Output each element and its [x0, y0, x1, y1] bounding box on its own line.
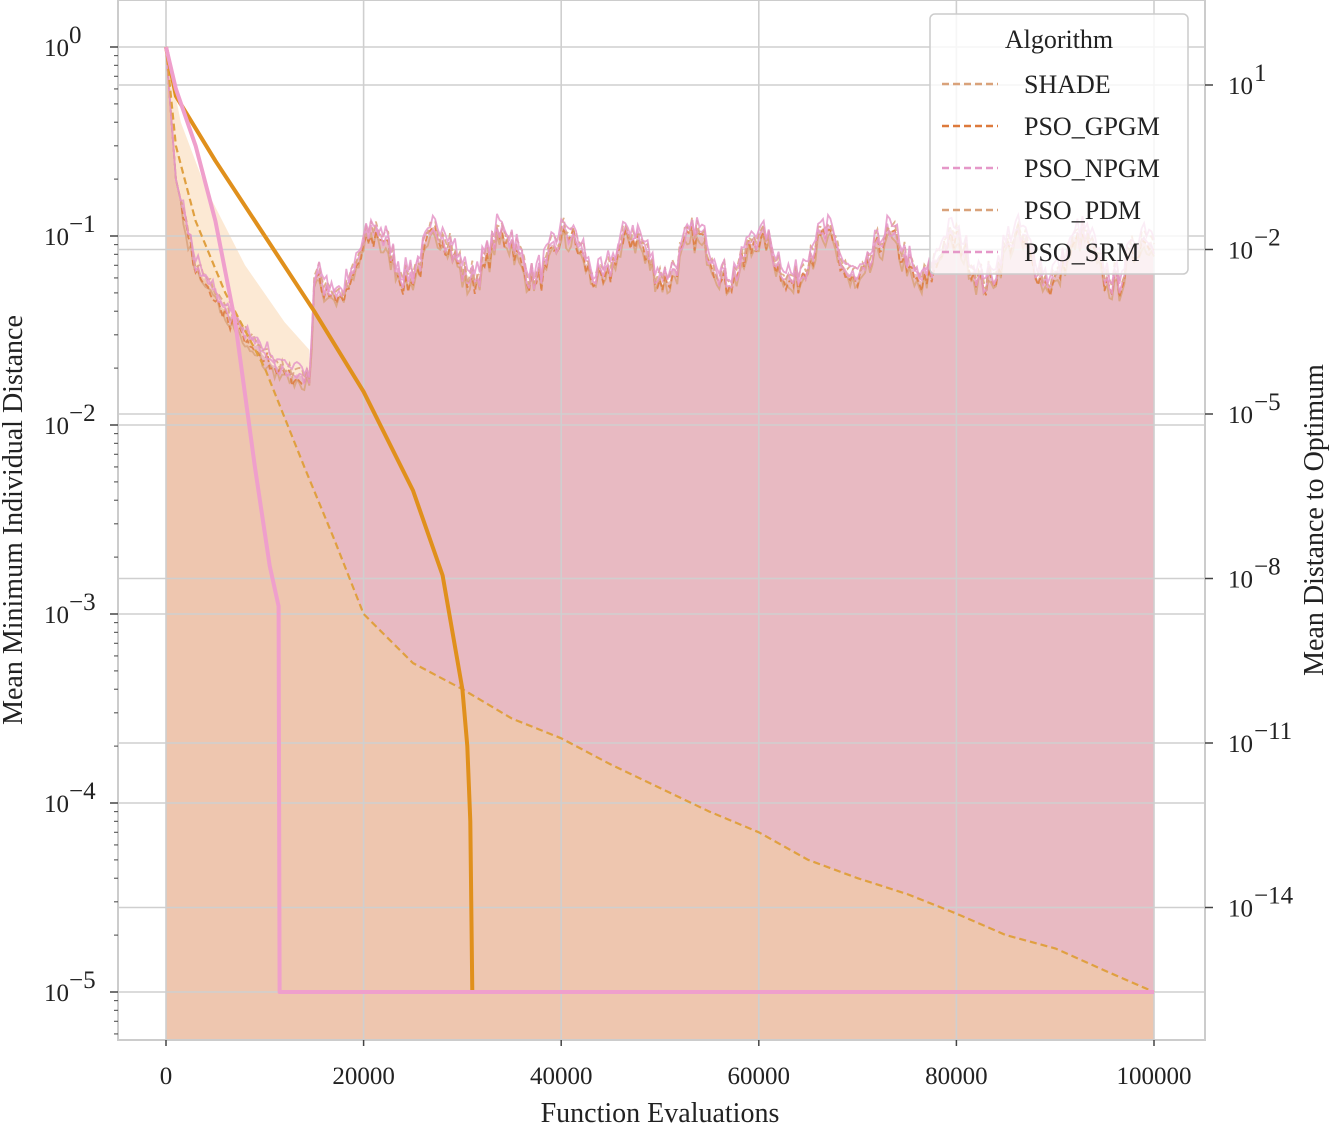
y-right-tick-exponent: −8	[1254, 554, 1281, 581]
diversity-line-shade	[165, 46, 1155, 392]
y-left-tick-label: 10	[44, 602, 69, 629]
pink-solid-line	[164, 46, 1154, 994]
orange-dashed-area-fill	[166, 47, 1154, 1040]
legend-label: PSO_NPGM	[1024, 154, 1160, 183]
x-tick-label: 80000	[925, 1063, 988, 1090]
y-axis-left-title: Mean Minimum Individual Distance	[0, 315, 29, 725]
diversity-line-pso_gpgm	[165, 46, 1155, 389]
plot-border	[117, 0, 1206, 1041]
x-tick-label: 100000	[1117, 1063, 1192, 1090]
y-left-tick-label: 10	[44, 413, 69, 440]
y-right-tick-label: 10	[1228, 73, 1253, 100]
x-tick-label: 60000	[728, 1063, 791, 1090]
diversity-line-pso_pdm	[165, 46, 1155, 382]
y-right-tick-exponent: −2	[1254, 225, 1281, 252]
y-left-tick-exponent: −4	[69, 778, 96, 805]
y-left-tick-exponent: −2	[69, 400, 96, 427]
legend-label: PSO_GPGM	[1024, 112, 1160, 141]
x-tick-label: 20000	[332, 1063, 395, 1090]
legend: Algorithm SHADE PSO_GPGM PSO_NPGM PSO_PDM PSO…	[929, 13, 1189, 275]
legend-label: SHADE	[1024, 70, 1111, 99]
x-axis-title: Function Evaluations	[541, 1098, 780, 1129]
y-left-tick-exponent: −3	[69, 589, 96, 616]
y-left-tick-label: 10	[44, 224, 69, 251]
diversity-area-fill	[166, 47, 1154, 1040]
y-right-tick-label: 10	[1228, 731, 1253, 758]
y-axis-right-title: Mean Distance to Optimum	[1299, 364, 1330, 676]
y-right-tick-exponent: 1	[1254, 60, 1267, 87]
x-tick-label: 40000	[530, 1063, 593, 1090]
y-left-tick-exponent: −5	[69, 967, 96, 994]
x-tick-label: 0	[160, 1063, 173, 1090]
y-right-tick-exponent: −5	[1254, 389, 1281, 416]
y-left-tick-label: 10	[44, 791, 69, 818]
plot-frame	[117, 0, 1206, 1041]
y-right-tick-label: 10	[1228, 896, 1253, 923]
y-right-tick-exponent: −11	[1254, 718, 1292, 745]
legend-title: Algorithm	[1005, 25, 1113, 54]
orange-dashed-line	[164, 46, 1155, 994]
legend-label: PSO_PDM	[1024, 196, 1141, 225]
y-left-tick-label: 10	[44, 980, 69, 1007]
orange-solid-line	[164, 46, 475, 993]
y-right-tick-label: 10	[1228, 567, 1253, 594]
grid-layer	[118, 0, 1205, 1040]
y-left-tick-label: 10	[44, 35, 69, 62]
y-left-tick-exponent: 0	[69, 22, 82, 49]
y-right-tick-exponent: −14	[1254, 883, 1294, 910]
legend-box	[929, 13, 1189, 275]
legend-label: PSO_SRM	[1024, 238, 1140, 267]
y-right-tick-label: 10	[1228, 238, 1253, 265]
y-right-tick-label: 10	[1228, 402, 1253, 429]
y-left-tick-exponent: −1	[69, 211, 96, 238]
